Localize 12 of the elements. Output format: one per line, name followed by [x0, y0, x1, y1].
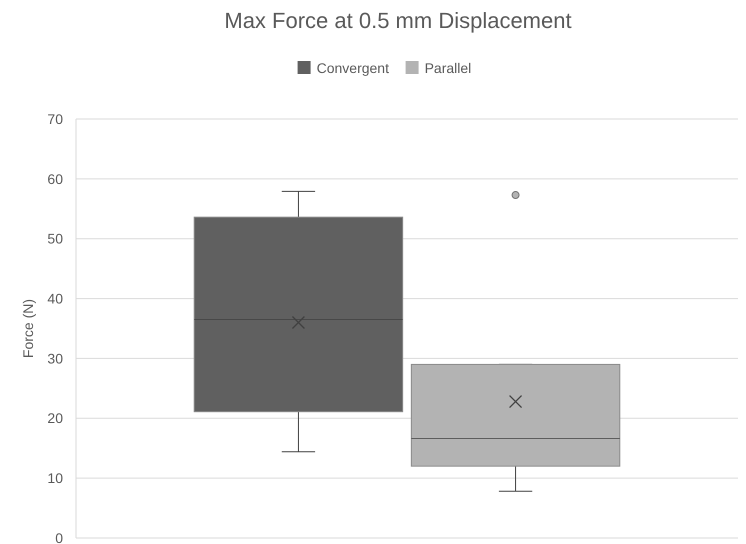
chart-title: Max Force at 0.5 mm Displacement [224, 8, 572, 33]
y-tick-label: 50 [47, 230, 64, 247]
y-tick-label: 70 [47, 110, 64, 127]
y-tick-label: 30 [47, 350, 64, 366]
y-tick-label: 20 [47, 410, 64, 426]
legend-label: Convergent [316, 60, 390, 76]
y-axis-title: Force (N) [20, 298, 36, 358]
y-tick-label: 60 [47, 170, 64, 187]
legend-label: Parallel [424, 60, 472, 76]
y-tick-label: 10 [47, 470, 64, 486]
y-tick-label: 40 [47, 290, 64, 306]
y-tick-label: 0 [55, 530, 64, 544]
